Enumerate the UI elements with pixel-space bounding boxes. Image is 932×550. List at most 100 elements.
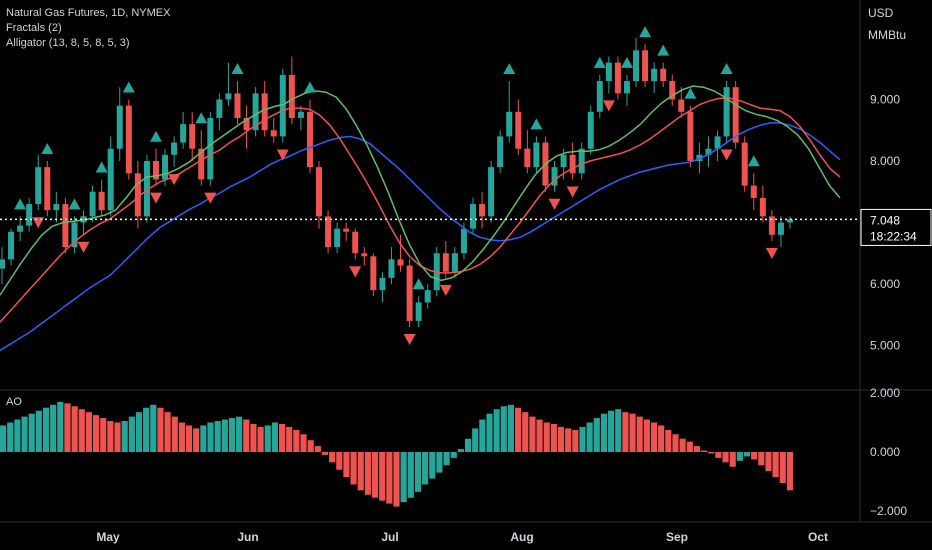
candle-body	[741, 142, 748, 186]
ao-bar	[729, 452, 736, 467]
candle-body	[89, 191, 96, 217]
candle-body	[325, 216, 332, 248]
fractal-down-marker	[32, 217, 45, 229]
ao-bar	[758, 452, 765, 466]
time-tick-label: May	[96, 530, 120, 544]
candle-body	[787, 219, 793, 223]
ao-bar	[286, 426, 293, 452]
ao-tick-label: −2.000	[870, 504, 907, 518]
ao-bar	[386, 452, 393, 504]
time-axis: May Jun Jul Aug Sep Oct	[96, 530, 828, 544]
ao-bar	[715, 452, 722, 458]
fractal-up-marker	[195, 112, 208, 124]
time-tick-label: Aug	[510, 530, 533, 544]
candle-body	[705, 148, 712, 155]
time-tick-label: Sep	[666, 530, 688, 544]
ao-bar	[7, 422, 14, 452]
ao-bar	[493, 409, 500, 452]
ao-bar	[479, 419, 486, 452]
chart-legend: Natural Gas Futures, 1D, NYMEX Fractals …	[6, 6, 170, 51]
ao-bar	[529, 416, 536, 452]
ao-bar	[14, 419, 21, 452]
ao-bar	[343, 452, 350, 478]
ao-bar	[357, 452, 364, 491]
ao-bar	[214, 421, 221, 452]
candle-body	[578, 148, 585, 174]
ao-bar	[171, 416, 178, 452]
ao-bar	[536, 419, 543, 452]
ao-bar	[78, 409, 85, 452]
candle-body	[0, 259, 5, 269]
candle-body	[26, 204, 33, 226]
candle-body	[370, 256, 377, 291]
fractal-up-marker	[68, 198, 81, 210]
fractals-indicator-label[interactable]: Fractals (2)	[6, 22, 62, 34]
ao-bar	[314, 446, 321, 452]
ao-bar	[307, 440, 314, 452]
fractal-down-marker	[77, 241, 90, 253]
ao-bar	[658, 425, 665, 452]
ao-bar	[100, 418, 107, 452]
fractal-down-marker	[765, 247, 778, 259]
ao-bar	[200, 425, 207, 452]
fractal-up-marker	[530, 118, 543, 130]
candle-body	[62, 204, 69, 248]
ao-bar	[650, 422, 658, 452]
ao-bar	[107, 421, 114, 452]
candle-body	[642, 50, 649, 82]
candle-body	[714, 136, 721, 149]
ao-bar	[636, 416, 643, 452]
candle-body	[506, 111, 513, 137]
candle-body	[379, 277, 386, 291]
ao-bar	[221, 419, 228, 452]
candle-body	[469, 204, 476, 229]
fractal-up-marker	[231, 63, 244, 75]
candle-body	[352, 231, 359, 254]
ao-bar	[236, 416, 243, 452]
ao-bar	[543, 422, 550, 452]
candle-body	[343, 228, 350, 232]
ao-bar	[672, 434, 679, 452]
candle-body	[125, 105, 132, 174]
ao-bar	[693, 446, 701, 452]
price-tick-label: 9.000	[870, 93, 900, 107]
candle-body	[732, 87, 739, 143]
candle-body	[397, 259, 404, 266]
grid-lines	[0, 0, 932, 523]
candle-body	[288, 74, 295, 118]
candle-body	[17, 225, 24, 232]
price-tick-label: 5.000	[870, 339, 900, 353]
ao-bar	[779, 452, 786, 483]
candle-body	[687, 111, 694, 161]
alligator-indicator-label[interactable]: Alligator (13, 8, 5, 8, 5, 3)	[6, 37, 130, 49]
candle-body	[551, 167, 558, 186]
fractal-up-marker	[503, 63, 516, 75]
ao-bar	[457, 449, 464, 452]
fractal-up-marker	[41, 143, 54, 154]
ao-bar	[278, 423, 286, 452]
ao-bar	[436, 452, 443, 473]
fractal-up-marker	[95, 161, 108, 173]
ao-bar	[135, 412, 143, 452]
fractal-down-marker	[403, 334, 416, 346]
fractal-up-marker	[122, 81, 135, 93]
ao-bar	[600, 413, 608, 452]
candle-body	[569, 154, 576, 174]
ao-bar	[679, 438, 686, 452]
ao-bar	[85, 412, 92, 452]
symbol-title: Natural Gas Futures, 1D, NYMEX	[6, 7, 171, 19]
candle-body	[750, 185, 757, 198]
ao-bar	[28, 413, 35, 452]
ao-bar	[414, 452, 422, 492]
currency-label: USD	[868, 6, 894, 20]
candle-body	[252, 93, 259, 131]
fractal-up-marker	[149, 130, 162, 142]
fractal-up-marker	[684, 87, 697, 99]
fractal-up-marker	[639, 26, 652, 38]
candle-body	[162, 154, 169, 180]
ao-bar	[522, 412, 529, 452]
ao-indicator-label[interactable]: AO	[6, 396, 22, 408]
fractal-down-marker	[276, 149, 289, 161]
candle-body	[53, 204, 60, 211]
